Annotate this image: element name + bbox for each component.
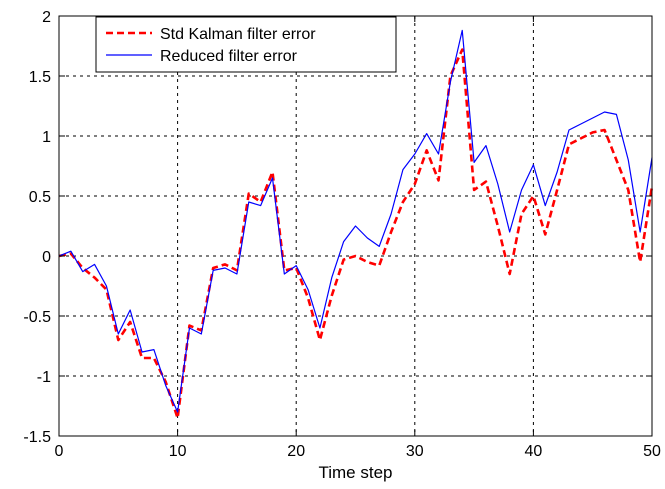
axis-ticks: 0 10 20 30 40 50 -1.5 -1 -0.5 0 0.5 1 1.5 2	[23, 9, 661, 460]
y-tick-label: -1	[37, 369, 51, 386]
x-axis-label: Time step	[318, 463, 392, 482]
legend: Std Kalman filter error Reduced filter er…	[95, 16, 397, 73]
grid-lines	[59, 16, 652, 436]
y-tick-label: 0.5	[29, 189, 51, 206]
y-tick-label: 0	[42, 249, 51, 266]
legend-label: Std Kalman filter error	[160, 26, 316, 43]
y-tick-label: 1.5	[29, 69, 51, 86]
series-line-reduced-filter	[58, 29, 653, 413]
legend-box	[95, 16, 397, 73]
series-lines	[58, 29, 654, 420]
x-tick-label: 0	[55, 443, 64, 460]
series-line-std-kalman	[58, 48, 654, 420]
plot-frame	[58, 15, 653, 437]
y-tick-label: 1	[42, 129, 51, 146]
x-tick-label: 10	[169, 443, 187, 460]
y-tick-label: 2	[42, 9, 51, 26]
y-tick-label: -1.5	[23, 429, 51, 446]
legend-label: Reduced filter error	[160, 48, 298, 65]
y-tick-label: -0.5	[23, 309, 51, 326]
x-tick-label: 40	[525, 443, 543, 460]
x-tick-label: 30	[406, 443, 424, 460]
x-tick-label: 20	[287, 443, 305, 460]
x-tick-label: 50	[643, 443, 661, 460]
